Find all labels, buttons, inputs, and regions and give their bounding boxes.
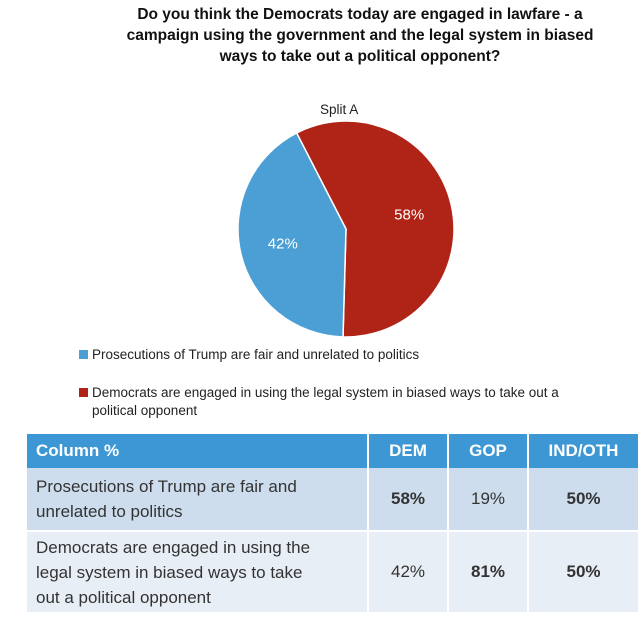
row-label-line: Prosecutions of Trump are fair and [36, 477, 297, 496]
row-label-line: legal system in biased ways to take [36, 562, 303, 582]
legend-item-fair: Prosecutions of Trump are fair and unrel… [79, 346, 419, 364]
legend-item-biased: Democrats are engaged in using the legal… [79, 384, 629, 420]
table-row: Prosecutions of Trump are fair and unrel… [27, 468, 638, 531]
table-cell: 81% [448, 530, 529, 612]
legend-swatch-red [79, 388, 88, 397]
pie-subtitle: Split A [320, 102, 359, 117]
legend-label: Democrats are engaged in using the legal… [92, 385, 559, 400]
table-header-row: Column % DEM GOP IND/OTH [27, 434, 638, 468]
crosstab-table: Column % DEM GOP IND/OTH Prosecutions of… [27, 434, 638, 612]
table-cell: 42% [368, 530, 449, 612]
table-cell: 50% [528, 468, 638, 531]
pie-data-label: 42% [268, 235, 298, 252]
pie-slice [295, 120, 455, 338]
column-header: DEM [368, 434, 449, 468]
row-label-line: unrelated to politics [36, 502, 183, 521]
table-row: Democrats are engaged in using the legal… [27, 530, 638, 612]
chart-title: Do you think the Democrats today are eng… [60, 4, 640, 67]
title-line: Do you think the Democrats today are eng… [137, 6, 583, 23]
row-label-line: Democrats are engaged in using the [36, 537, 311, 557]
column-header: IND/OTH [528, 434, 638, 468]
pie-slice [237, 131, 347, 338]
row-label: Democrats are engaged in using the legal… [27, 530, 369, 612]
title-line: campaign using the government and the le… [126, 27, 594, 44]
legend-label: Prosecutions of Trump are fair and unrel… [92, 347, 420, 362]
row-label: Prosecutions of Trump are fair and unrel… [27, 468, 369, 531]
table-cell: 19% [448, 468, 529, 531]
pie-chart: 58% 42% [237, 120, 455, 338]
title-line: ways to take out a political opponent? [219, 48, 501, 65]
legend-label-continued: political opponent [92, 403, 198, 418]
pie-data-label: 58% [394, 207, 424, 224]
table-cell: 58% [368, 468, 449, 531]
column-header: GOP [448, 434, 529, 468]
legend-swatch-blue [79, 350, 88, 359]
table-cell: 50% [528, 530, 638, 612]
row-label-line: out a political opponent [36, 587, 211, 607]
column-header: Column % [27, 434, 369, 468]
